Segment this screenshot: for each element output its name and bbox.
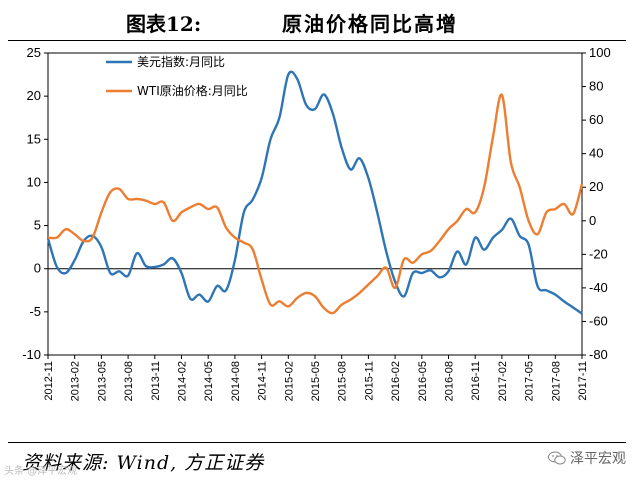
x-tick-label: 2017-08 <box>550 361 562 401</box>
x-tick-label: 2016-08 <box>444 361 456 401</box>
right-tick-label: -80 <box>589 347 608 362</box>
left-tick-label: 20 <box>27 88 41 103</box>
x-tick-label: 2013-11 <box>150 361 162 401</box>
x-tick-label: 2012-11 <box>43 361 55 401</box>
right-tick-label: -20 <box>589 246 608 261</box>
x-tick-label: 2013-08 <box>123 361 135 401</box>
left-tick-label: -5 <box>29 304 41 319</box>
x-tick-label: 2017-11 <box>577 361 589 401</box>
x-tick-label: 2017-02 <box>497 361 509 401</box>
x-axis: 2012-11 2013-02 2013-05 2013-08 2013-11 2014-… <box>43 355 589 401</box>
left-tick-label: 0 <box>34 261 41 276</box>
x-tick-label: 2013-05 <box>96 361 108 401</box>
series-line-wti-oil <box>47 93 584 315</box>
right-tick-label: -40 <box>589 280 608 295</box>
series-layer <box>46 70 584 315</box>
x-tick-label: 2014-11 <box>257 361 269 401</box>
left-tick-label: 5 <box>34 218 41 233</box>
legend-label: WTI原油价格:月同比 <box>137 83 248 98</box>
source-note: 资料来源: Wind, 方正证券 <box>22 452 265 474</box>
dual-axis-line-chart: -10 -5 0 5 10 15 20 25 -80 -60 -40 -20 0 20 40 60 80 100… <box>22 45 611 401</box>
series-line-usd-index <box>46 70 583 315</box>
right-tick-label: 100 <box>589 45 611 60</box>
right-tick-label: 20 <box>589 179 603 194</box>
left-tick-label: 25 <box>27 45 41 60</box>
right-tick-label: 60 <box>589 112 603 127</box>
x-tick-label: 2017-05 <box>524 361 536 401</box>
bottom-rule <box>8 442 626 443</box>
figure-label: 图表12: <box>126 12 202 36</box>
x-tick-label: 2015-08 <box>337 361 349 401</box>
x-tick-label: 2015-11 <box>363 361 375 401</box>
x-tick-label: 2016-05 <box>417 361 429 401</box>
right-tick-label: 40 <box>589 146 603 161</box>
top-rule <box>8 40 626 41</box>
left-tick-label: -10 <box>22 347 41 362</box>
left-y-axis: -10 -5 0 5 10 15 20 25 <box>22 45 48 362</box>
watermark-small: 头条 @泽平宏观 <box>4 466 78 477</box>
watermark-brand: 泽平宏观 <box>548 448 626 468</box>
x-tick-label: 2015-05 <box>310 361 322 401</box>
x-tick-label: 2014-02 <box>177 361 189 401</box>
right-tick-label: -60 <box>589 313 608 328</box>
legend-label: 美元指数:月同比 <box>137 54 225 69</box>
left-tick-label: 10 <box>27 174 41 189</box>
x-tick-label: 2016-02 <box>390 361 402 401</box>
right-tick-label: 0 <box>589 213 596 228</box>
right-y-axis: -80 -60 -40 -20 0 20 40 60 80 100 <box>582 45 611 362</box>
legend: 美元指数:月同比 WTI原油价格:月同比 <box>106 54 248 98</box>
right-tick-label: 80 <box>589 79 603 94</box>
x-tick-label: 2014-08 <box>230 361 242 401</box>
wechat-icon <box>548 451 566 465</box>
watermark-brand-text: 泽平宏观 <box>570 451 626 467</box>
x-tick-label: 2015-02 <box>283 361 295 401</box>
left-tick-label: 15 <box>27 131 41 146</box>
x-tick-label: 2016-11 <box>470 361 482 401</box>
page-title: 原油价格同比高增 <box>282 12 458 36</box>
x-tick-label: 2013-02 <box>70 361 82 401</box>
chart-title-bar: 图表12: 原油价格同比高增 <box>0 0 640 38</box>
x-tick-label: 2014-05 <box>203 361 215 401</box>
